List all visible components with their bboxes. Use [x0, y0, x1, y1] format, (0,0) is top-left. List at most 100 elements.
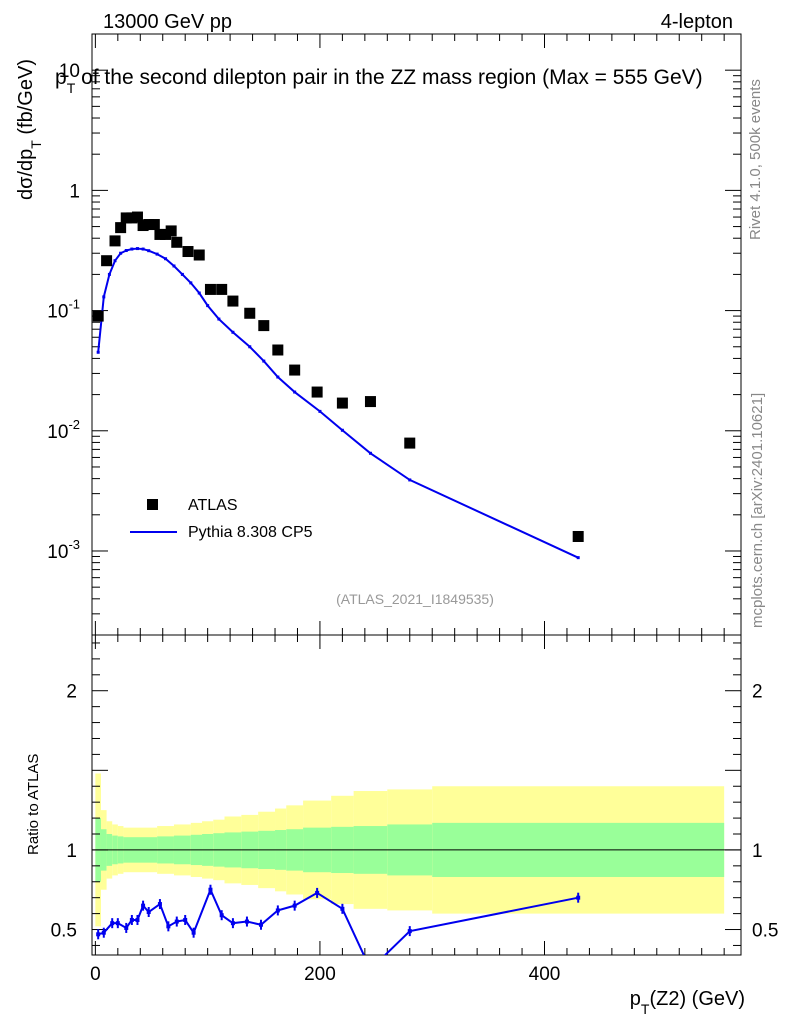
- data-point-0: [92, 310, 104, 322]
- ratio-y-tick-label-1: 1: [66, 841, 77, 862]
- data-point-7: [137, 220, 149, 232]
- mc-point-20: [262, 359, 266, 363]
- legend-mc-label: Pythia 8.308 CP5: [188, 524, 313, 541]
- ratio-point-11: [174, 919, 179, 924]
- ratio-point-0: [96, 932, 101, 937]
- ratio-point-19: [275, 908, 280, 913]
- mc-curve: [96, 247, 580, 560]
- x-tick-label-0: 0: [90, 964, 101, 985]
- data-point-9: [148, 219, 160, 231]
- ratio-point-17: [244, 919, 249, 924]
- ratio-point-16: [230, 921, 235, 926]
- data-point-21: [272, 344, 284, 356]
- axes-frames: [91, 33, 742, 956]
- y-tick-label-0: 10-3: [47, 537, 80, 563]
- y-tick-label-2: 10-1: [47, 297, 80, 323]
- y-tick-label-base-0: 10: [47, 542, 68, 563]
- ratio-y-tick-label-right-2: 2: [752, 682, 763, 703]
- data-point-2: [109, 235, 121, 247]
- mc-point-10: [155, 252, 159, 256]
- mc-point-6: [130, 247, 134, 251]
- data-point-3: [115, 222, 127, 234]
- mc-point-13: [180, 272, 184, 276]
- mc-point-21: [276, 375, 280, 379]
- y-tick-label-4: 10: [59, 61, 80, 82]
- data-point-25: [364, 396, 376, 408]
- ratio-y-tick-label-2: 2: [66, 682, 77, 703]
- data-point-18: [227, 295, 239, 307]
- chart-title: pT of the second dilepton pair in the ZZ…: [55, 66, 703, 96]
- ratio-point-2: [110, 921, 115, 926]
- mc-point-8: [141, 247, 145, 251]
- rivet-label: Rivet 4.1.0, 500k events: [747, 79, 764, 240]
- ratio-point-13: [191, 930, 196, 935]
- x-tick-label-1: 200: [304, 964, 336, 985]
- ratio-point-4: [124, 925, 129, 930]
- ratio-y-axis-label: Ratio to ATLAS: [25, 754, 42, 855]
- mc-point-22: [293, 390, 297, 394]
- mcplots-label: mcplots.cern.ch [arXiv:2401.10621]: [749, 393, 766, 628]
- mc-point-4: [119, 251, 123, 255]
- y-tick-label-base-4: 10: [59, 61, 80, 82]
- legend-data-marker: [147, 499, 158, 510]
- x-tick-label-2: 400: [529, 964, 561, 985]
- mc-point-19: [248, 345, 252, 349]
- mc-point-24: [340, 428, 344, 432]
- ratio-point-12: [183, 917, 188, 922]
- ratio-y-tick-label-right-0: 0.5: [752, 921, 778, 942]
- mc-point-17: [217, 317, 221, 321]
- y-tick-label-base-1: 10: [47, 422, 68, 443]
- data-point-19: [244, 307, 256, 319]
- ratio-curve: [96, 884, 581, 955]
- ratio-point-5: [129, 917, 134, 922]
- ratio-point-10: [166, 924, 171, 929]
- y-tick-label-exp-0: -3: [68, 537, 80, 552]
- data-point-16: [204, 283, 216, 295]
- ratio-point-6: [135, 917, 140, 922]
- mc-point-25: [368, 451, 372, 455]
- mc-point-23: [318, 409, 322, 413]
- data-point-15: [193, 249, 205, 261]
- data-point-10: [154, 228, 166, 240]
- ratio-point-18: [258, 922, 263, 927]
- ratio-point-1: [101, 930, 106, 935]
- ratio-point-3: [115, 921, 120, 926]
- ratio-point-8: [146, 910, 151, 915]
- header-left: 13000 GeV pp: [103, 11, 232, 33]
- x-axis-label-p: p: [630, 988, 641, 1010]
- x-axis-label: pT(Z2) (GeV): [630, 988, 745, 1017]
- mc-point-15: [197, 291, 201, 295]
- data-point-27: [572, 530, 584, 542]
- chart-title-p: p: [55, 66, 67, 89]
- ratio-point-14: [208, 887, 213, 892]
- main-frame: [91, 33, 742, 636]
- ratio-point-22: [340, 906, 345, 911]
- data-point-24: [336, 397, 348, 409]
- data-point-14: [182, 246, 194, 258]
- mc-point-7: [135, 247, 139, 251]
- ratio-y-tick-label-right-1: 1: [752, 841, 763, 862]
- data-point-8: [143, 219, 155, 231]
- chart-title-rest: of the second dilepton pair in the ZZ ma…: [75, 66, 702, 89]
- ratio-uncertainty-bands: [92, 773, 741, 927]
- data-point-26: [404, 437, 416, 449]
- mc-point-26: [408, 478, 412, 482]
- mc-point-3: [113, 259, 117, 263]
- mc-point-5: [124, 249, 128, 253]
- mc-point-9: [147, 249, 151, 253]
- y-axis-label-post: (fb/GeV): [15, 59, 37, 140]
- data-point-17: [216, 283, 228, 295]
- y-tick-label-3: 1: [69, 181, 80, 202]
- mc-point-14: [189, 281, 193, 285]
- x-axis-label-sub: T: [641, 1001, 650, 1017]
- data-point-5: [126, 212, 138, 224]
- y-tick-label-base-3: 1: [69, 181, 80, 202]
- mc-point-11: [164, 257, 168, 261]
- header-right: 4-lepton: [661, 11, 733, 33]
- data-point-12: [165, 225, 177, 237]
- data-points: [92, 211, 584, 542]
- ratio-frame: [91, 634, 742, 956]
- mc-point-12: [172, 264, 176, 268]
- y-tick-label-exp-1: -2: [68, 417, 80, 432]
- y-tick-label-base-2: 10: [47, 302, 68, 323]
